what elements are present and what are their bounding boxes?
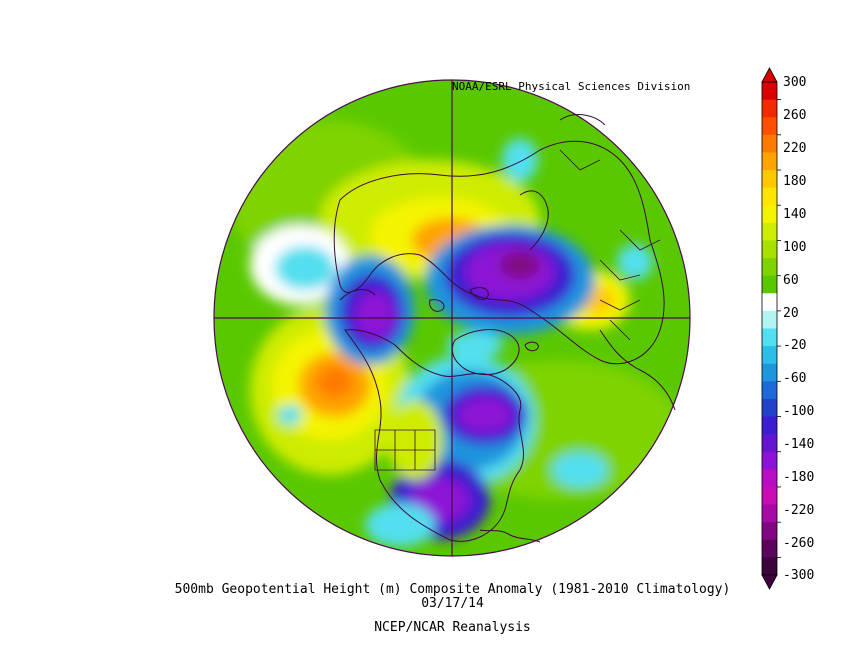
scale-swatch xyxy=(762,504,777,523)
scale-swatch xyxy=(762,187,777,206)
political-borders xyxy=(374,149,661,471)
scale-swatch xyxy=(762,99,777,118)
scale-label: -140 xyxy=(783,437,815,452)
credit-text: NOAA/ESRL Physical Sciences Division xyxy=(452,80,691,93)
scale-swatch xyxy=(762,486,777,506)
scale-swatch xyxy=(762,469,777,488)
scale-label: 300 xyxy=(783,75,807,90)
scale-label: 140 xyxy=(783,207,807,222)
scale-label: -20 xyxy=(783,338,807,353)
scale-swatch xyxy=(762,451,777,470)
scale-swatch xyxy=(762,539,777,558)
caption-date: 03/17/14 xyxy=(421,596,484,611)
caption-source: NCEP/NCAR Reanalysis xyxy=(374,620,531,635)
scale-swatch xyxy=(762,434,777,453)
scale-swatch xyxy=(762,240,777,259)
scale-swatch xyxy=(762,170,777,189)
scale-border xyxy=(761,81,778,576)
scale-label: 60 xyxy=(783,273,799,288)
scale-swatch xyxy=(762,205,777,224)
scale-swatch xyxy=(762,310,777,329)
scale-swatch xyxy=(762,275,777,294)
scale-swatch xyxy=(762,381,777,400)
graticule xyxy=(213,79,691,557)
caption-title: 500mb Geopotential Height (m) Composite … xyxy=(174,582,731,597)
scale-max-arrow xyxy=(761,67,778,83)
scale-swatch xyxy=(762,328,777,347)
scale-label: 20 xyxy=(783,306,799,321)
scale-swatch xyxy=(762,398,777,418)
scale-swatch xyxy=(762,152,777,171)
scale-label: 180 xyxy=(783,174,807,189)
scale-label: -260 xyxy=(783,536,815,551)
scale-swatch xyxy=(762,416,777,435)
scale-label: -180 xyxy=(783,470,815,485)
scale-label: 260 xyxy=(783,108,807,123)
scale-swatch xyxy=(762,258,777,277)
scale-swatch xyxy=(762,363,777,382)
scale-swatch xyxy=(762,134,777,153)
scale-swatch xyxy=(762,117,777,136)
scale-label: -300 xyxy=(783,568,815,583)
scale-swatch xyxy=(762,346,777,365)
scale-swatch xyxy=(762,222,777,241)
scale-label: 100 xyxy=(783,240,807,255)
color-scale-bar xyxy=(761,67,781,590)
scale-swatch xyxy=(762,522,777,541)
scale-label: -100 xyxy=(783,404,815,419)
scale-swatch xyxy=(762,557,777,576)
coastlines xyxy=(333,114,676,543)
scale-swatch xyxy=(762,293,777,312)
scale-label: 220 xyxy=(783,141,807,156)
scale-swatch xyxy=(762,82,777,101)
scale-label: -220 xyxy=(783,503,815,518)
scale-label: -60 xyxy=(783,371,807,386)
